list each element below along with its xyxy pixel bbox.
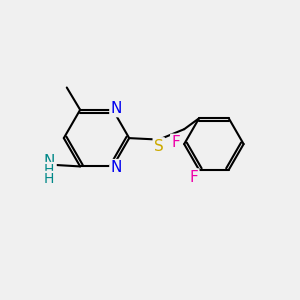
- Text: N: N: [44, 154, 55, 169]
- Text: H: H: [43, 163, 53, 177]
- Text: H: H: [43, 172, 53, 186]
- Text: S: S: [154, 139, 164, 154]
- Text: F: F: [189, 170, 198, 185]
- Text: F: F: [172, 135, 180, 150]
- Text: N: N: [111, 160, 122, 175]
- Text: N: N: [111, 101, 122, 116]
